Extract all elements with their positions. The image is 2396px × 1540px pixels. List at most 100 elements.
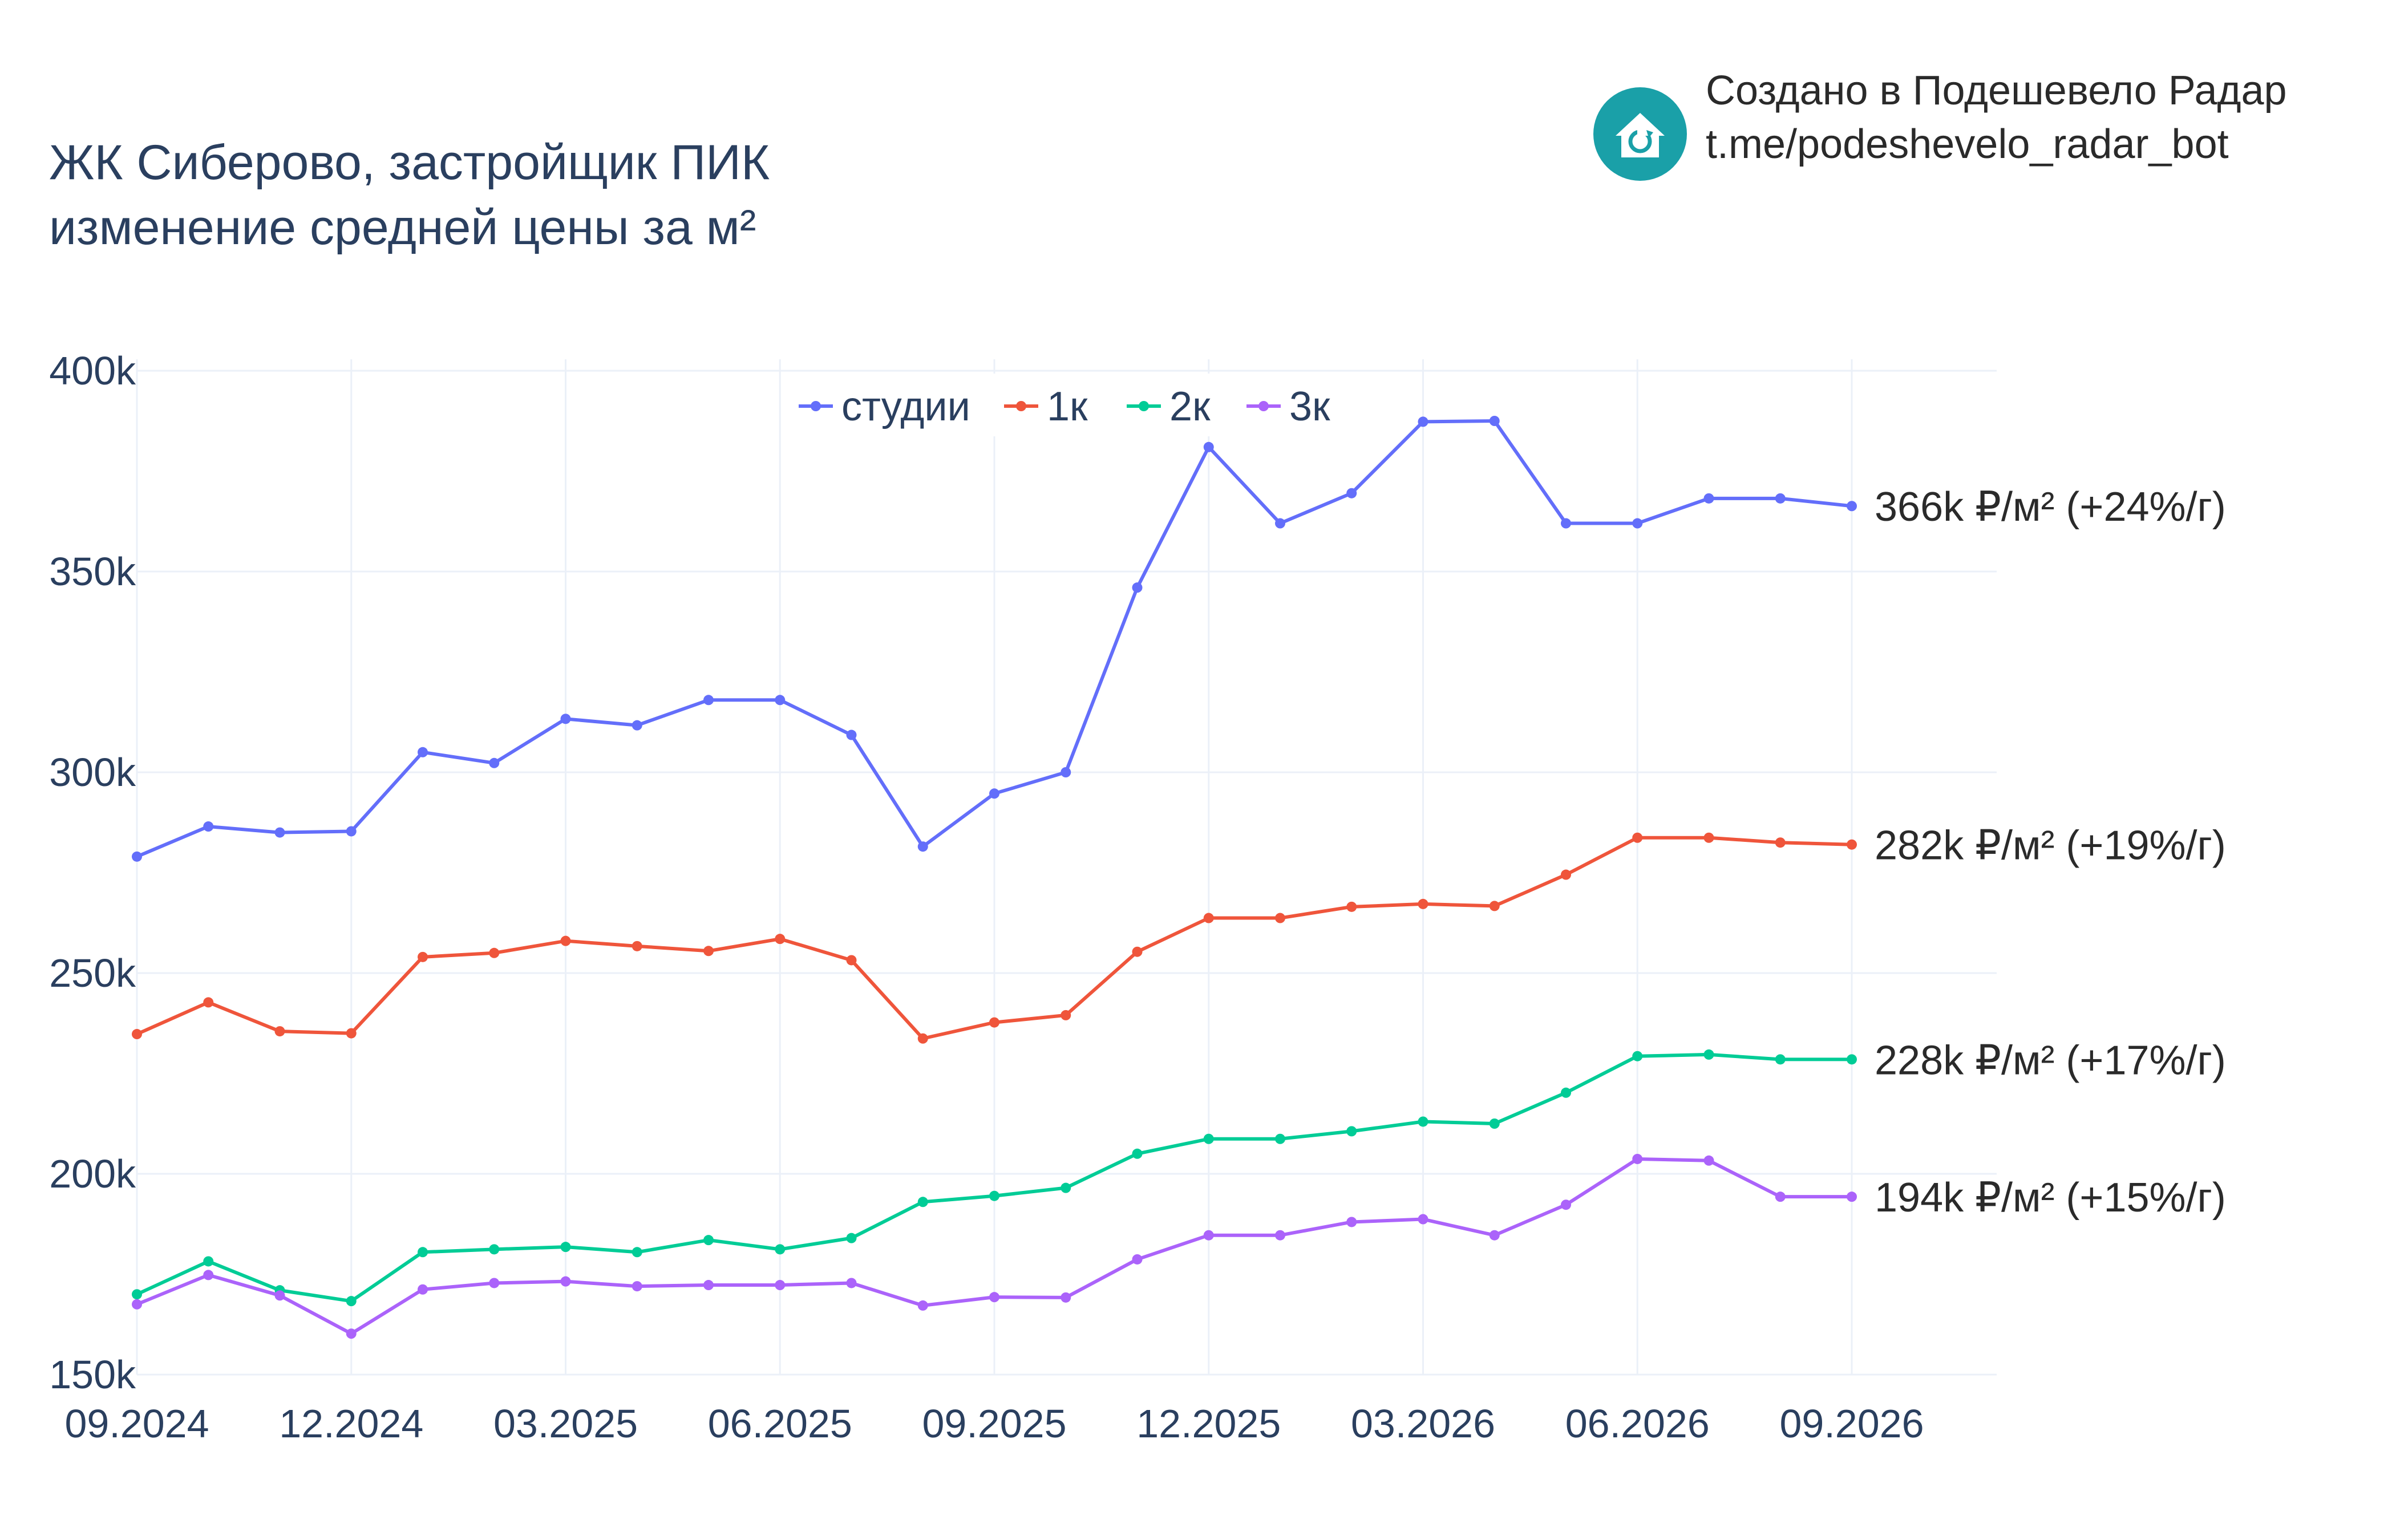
- data-point[interactable]: [1489, 1230, 1500, 1241]
- data-point[interactable]: [775, 934, 786, 945]
- data-point[interactable]: [203, 997, 214, 1008]
- data-point[interactable]: [274, 827, 285, 838]
- data-point[interactable]: [1703, 1155, 1714, 1166]
- data-point[interactable]: [274, 1026, 285, 1037]
- data-point[interactable]: [346, 1028, 357, 1039]
- data-point[interactable]: [1561, 1199, 1571, 1210]
- data-point[interactable]: [1703, 493, 1714, 504]
- data-point[interactable]: [418, 1284, 428, 1295]
- data-point[interactable]: [132, 851, 142, 862]
- data-point[interactable]: [1203, 1230, 1214, 1241]
- data-point[interactable]: [1632, 832, 1643, 843]
- data-point[interactable]: [632, 1281, 642, 1292]
- data-point[interactable]: [1275, 913, 1285, 923]
- data-point[interactable]: [1775, 1192, 1786, 1202]
- data-point[interactable]: [418, 747, 428, 757]
- data-point[interactable]: [632, 941, 642, 951]
- data-point[interactable]: [1346, 1217, 1357, 1227]
- data-point[interactable]: [703, 1235, 714, 1246]
- data-point[interactable]: [846, 955, 857, 966]
- data-point[interactable]: [1632, 1051, 1643, 1061]
- data-point[interactable]: [846, 730, 857, 740]
- data-point[interactable]: [203, 1270, 214, 1280]
- data-point[interactable]: [1561, 518, 1571, 529]
- legend-item-2к[interactable]: 2к: [1127, 384, 1211, 429]
- data-point[interactable]: [1418, 416, 1428, 427]
- data-point[interactable]: [1346, 488, 1357, 499]
- data-point[interactable]: [1418, 1116, 1428, 1127]
- data-point[interactable]: [1132, 1148, 1143, 1159]
- data-point[interactable]: [1632, 518, 1643, 529]
- data-point[interactable]: [1061, 767, 1071, 777]
- data-point[interactable]: [703, 946, 714, 957]
- data-point[interactable]: [917, 841, 928, 852]
- data-point[interactable]: [1632, 1153, 1643, 1164]
- data-point[interactable]: [703, 1280, 714, 1291]
- data-point[interactable]: [1561, 1087, 1571, 1098]
- brand-link[interactable]: t.me/podeshevelo_radar_bot: [1706, 121, 2229, 167]
- data-point[interactable]: [418, 1247, 428, 1258]
- data-point[interactable]: [632, 720, 642, 731]
- data-point[interactable]: [989, 788, 999, 799]
- data-point[interactable]: [1061, 1010, 1071, 1020]
- data-point[interactable]: [1203, 1133, 1214, 1144]
- data-point[interactable]: [1489, 416, 1500, 426]
- data-point[interactable]: [560, 1276, 571, 1287]
- data-point[interactable]: [1775, 493, 1786, 504]
- data-point[interactable]: [132, 1029, 142, 1040]
- data-point[interactable]: [1847, 501, 1857, 512]
- data-point[interactable]: [346, 826, 357, 837]
- data-point[interactable]: [560, 714, 571, 724]
- data-point[interactable]: [917, 1300, 928, 1311]
- data-point[interactable]: [560, 935, 571, 946]
- data-point[interactable]: [632, 1247, 642, 1258]
- data-point[interactable]: [1418, 1214, 1428, 1225]
- data-point[interactable]: [1132, 946, 1143, 957]
- data-point[interactable]: [489, 1278, 500, 1288]
- data-point[interactable]: [489, 757, 500, 768]
- data-point[interactable]: [1275, 1133, 1285, 1144]
- data-point[interactable]: [1418, 898, 1428, 909]
- data-point[interactable]: [1489, 901, 1500, 911]
- data-point[interactable]: [989, 1017, 999, 1028]
- data-point[interactable]: [1061, 1182, 1071, 1193]
- legend-item-студии[interactable]: студии: [799, 384, 970, 429]
- data-point[interactable]: [560, 1242, 571, 1253]
- data-point[interactable]: [1703, 1049, 1714, 1060]
- data-point[interactable]: [775, 1244, 786, 1255]
- data-point[interactable]: [346, 1296, 357, 1307]
- data-point[interactable]: [1346, 901, 1357, 912]
- data-point[interactable]: [1847, 1192, 1857, 1202]
- data-point[interactable]: [917, 1197, 928, 1207]
- data-point[interactable]: [346, 1328, 357, 1339]
- data-point[interactable]: [846, 1278, 857, 1288]
- data-point[interactable]: [203, 1256, 214, 1267]
- data-point[interactable]: [917, 1033, 928, 1044]
- data-point[interactable]: [489, 947, 500, 958]
- data-point[interactable]: [775, 1280, 786, 1291]
- data-point[interactable]: [1061, 1292, 1071, 1303]
- data-point[interactable]: [1275, 518, 1285, 529]
- data-point[interactable]: [703, 695, 714, 706]
- data-point[interactable]: [1847, 1054, 1857, 1065]
- data-point[interactable]: [132, 1299, 142, 1310]
- data-point[interactable]: [1203, 441, 1214, 452]
- data-point[interactable]: [1703, 832, 1714, 843]
- data-point[interactable]: [1203, 913, 1214, 923]
- data-point[interactable]: [775, 695, 786, 706]
- data-point[interactable]: [1132, 1254, 1143, 1265]
- data-point[interactable]: [418, 951, 428, 962]
- data-point[interactable]: [274, 1290, 285, 1301]
- data-point[interactable]: [1275, 1230, 1285, 1241]
- data-point[interactable]: [489, 1244, 500, 1255]
- data-point[interactable]: [1775, 1054, 1786, 1065]
- legend-item-3к[interactable]: 3к: [1246, 384, 1330, 429]
- data-point[interactable]: [1132, 582, 1143, 593]
- data-point[interactable]: [846, 1233, 857, 1243]
- data-point[interactable]: [1847, 839, 1857, 850]
- data-point[interactable]: [989, 1190, 999, 1201]
- data-point[interactable]: [203, 821, 214, 832]
- data-point[interactable]: [1775, 837, 1786, 848]
- data-point[interactable]: [1346, 1126, 1357, 1137]
- data-point[interactable]: [989, 1292, 999, 1303]
